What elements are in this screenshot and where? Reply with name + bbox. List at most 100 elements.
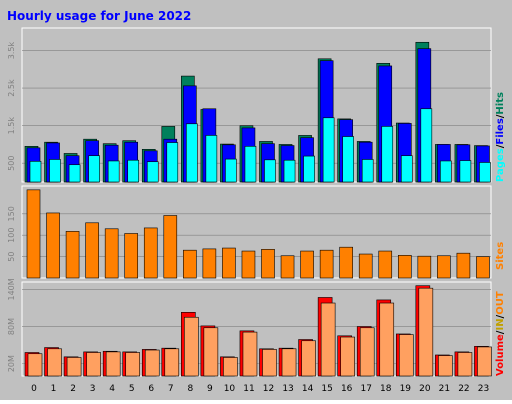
bar-pages <box>322 117 335 183</box>
bar-in <box>223 357 238 377</box>
bar-pages <box>283 159 296 183</box>
bar-sites <box>417 255 432 279</box>
bar-sites <box>124 233 139 279</box>
bar-pages <box>264 159 276 183</box>
bar-sites <box>26 189 41 279</box>
bar-in <box>86 352 101 377</box>
bar-sites <box>339 246 353 279</box>
bar-in <box>47 348 62 377</box>
x-tick-label: 16 <box>341 384 353 394</box>
x-tick-label: 17 <box>360 384 371 394</box>
bar-in <box>340 336 355 377</box>
bar-pages <box>420 108 433 183</box>
bar-sites <box>476 256 490 279</box>
bar-pages <box>127 159 140 183</box>
y-tick-label: 50 <box>7 252 16 262</box>
bar-sites <box>300 250 314 279</box>
legend-entry: Pages <box>495 148 506 182</box>
y-tick-label: 500 <box>7 156 16 171</box>
hour-axis-labels: 0 1 2 3 4 5 6 7 8 9 10 11 12 13 14 15 16 17 18 19 20 21 22 23 <box>31 384 489 394</box>
panel-2: 20M 80M 140M <box>7 278 492 377</box>
x-tick-label: 22 <box>458 384 469 394</box>
bar-sites <box>397 255 412 279</box>
bar-sites <box>456 252 471 279</box>
x-tick-label: 13 <box>282 384 293 394</box>
legend-1: Sites <box>495 242 506 270</box>
bar-pages <box>361 159 374 183</box>
bar-sites <box>46 212 60 279</box>
plot-area <box>21 27 492 183</box>
bar-in <box>105 351 121 377</box>
bar-in <box>320 302 336 377</box>
bar-in <box>66 357 82 377</box>
legend-entry: IN <box>495 318 506 330</box>
bar-in <box>144 349 160 377</box>
bar-pages <box>303 155 315 183</box>
bar-sites <box>261 249 275 279</box>
bar-in <box>301 340 316 377</box>
bar-sites <box>378 250 393 279</box>
x-tick-label: 18 <box>380 384 392 394</box>
bar-in <box>477 346 492 377</box>
x-tick-label: 21 <box>439 384 450 394</box>
x-tick-label: 9 <box>207 384 213 394</box>
bar-in <box>359 327 375 377</box>
bar-in <box>125 352 141 377</box>
legend-entry: / <box>495 330 506 334</box>
legend-0: Pages/Files/Hits <box>495 92 506 182</box>
bar-sites <box>358 253 373 279</box>
bar-sites <box>183 249 197 279</box>
bar-pages <box>29 161 42 183</box>
bar-sites <box>65 231 80 279</box>
legend-entry: / <box>495 314 506 318</box>
y-tick-label: 150 <box>7 206 16 221</box>
x-tick-label: 6 <box>148 384 154 394</box>
bar-pages <box>68 164 81 183</box>
x-tick-label: 3 <box>90 384 96 394</box>
chart-panels: 500 1.5k 2.5k 3.5k 50 100 150 20M 80M 140M <box>7 27 492 377</box>
bar-in <box>164 348 180 377</box>
legend-entry: OUT <box>495 291 506 315</box>
x-tick-label: 12 <box>263 384 274 394</box>
x-tick-label: 23 <box>478 384 489 394</box>
bar-in <box>242 331 258 377</box>
bar-pages <box>146 161 159 183</box>
legend-entry: Hits <box>495 92 506 115</box>
legend-entry: / <box>495 144 506 148</box>
bar-pages <box>400 155 413 183</box>
bar-in <box>262 349 277 377</box>
bar-in <box>281 348 297 377</box>
x-tick-label: 0 <box>31 384 37 394</box>
y-tick-label: 2.5k <box>7 79 16 97</box>
bar-pages <box>479 162 491 183</box>
x-tick-label: 11 <box>243 384 254 394</box>
bar-in <box>184 316 199 377</box>
x-tick-label: 15 <box>321 384 332 394</box>
x-tick-label: 14 <box>302 384 314 394</box>
x-tick-label: 1 <box>51 384 57 394</box>
x-tick-label: 8 <box>187 384 193 394</box>
bar-pages <box>225 158 237 183</box>
bar-pages <box>342 136 354 183</box>
bar-pages <box>186 123 198 183</box>
bar-sites <box>104 228 119 279</box>
y-tick-label: 3.5k <box>7 41 16 59</box>
chart-title: Hourly usage for June 2022 <box>7 9 191 23</box>
y-tick-label: 1.5k <box>7 117 16 135</box>
legend-entry: Sites <box>495 242 506 270</box>
bar-in <box>398 334 414 377</box>
bar-sites <box>241 250 256 279</box>
x-tick-label: 10 <box>224 384 236 394</box>
bar-in <box>27 353 43 377</box>
bar-in <box>457 352 473 377</box>
bar-sites <box>222 247 236 279</box>
bar-sites <box>319 249 334 279</box>
panel-0: 500 1.5k 2.5k 3.5k <box>7 27 492 183</box>
x-tick-label: 20 <box>419 384 431 394</box>
x-tick-label: 5 <box>129 384 135 394</box>
legend-entry: Volume <box>495 334 506 376</box>
bar-pages <box>49 159 61 183</box>
bar-in <box>379 302 395 377</box>
